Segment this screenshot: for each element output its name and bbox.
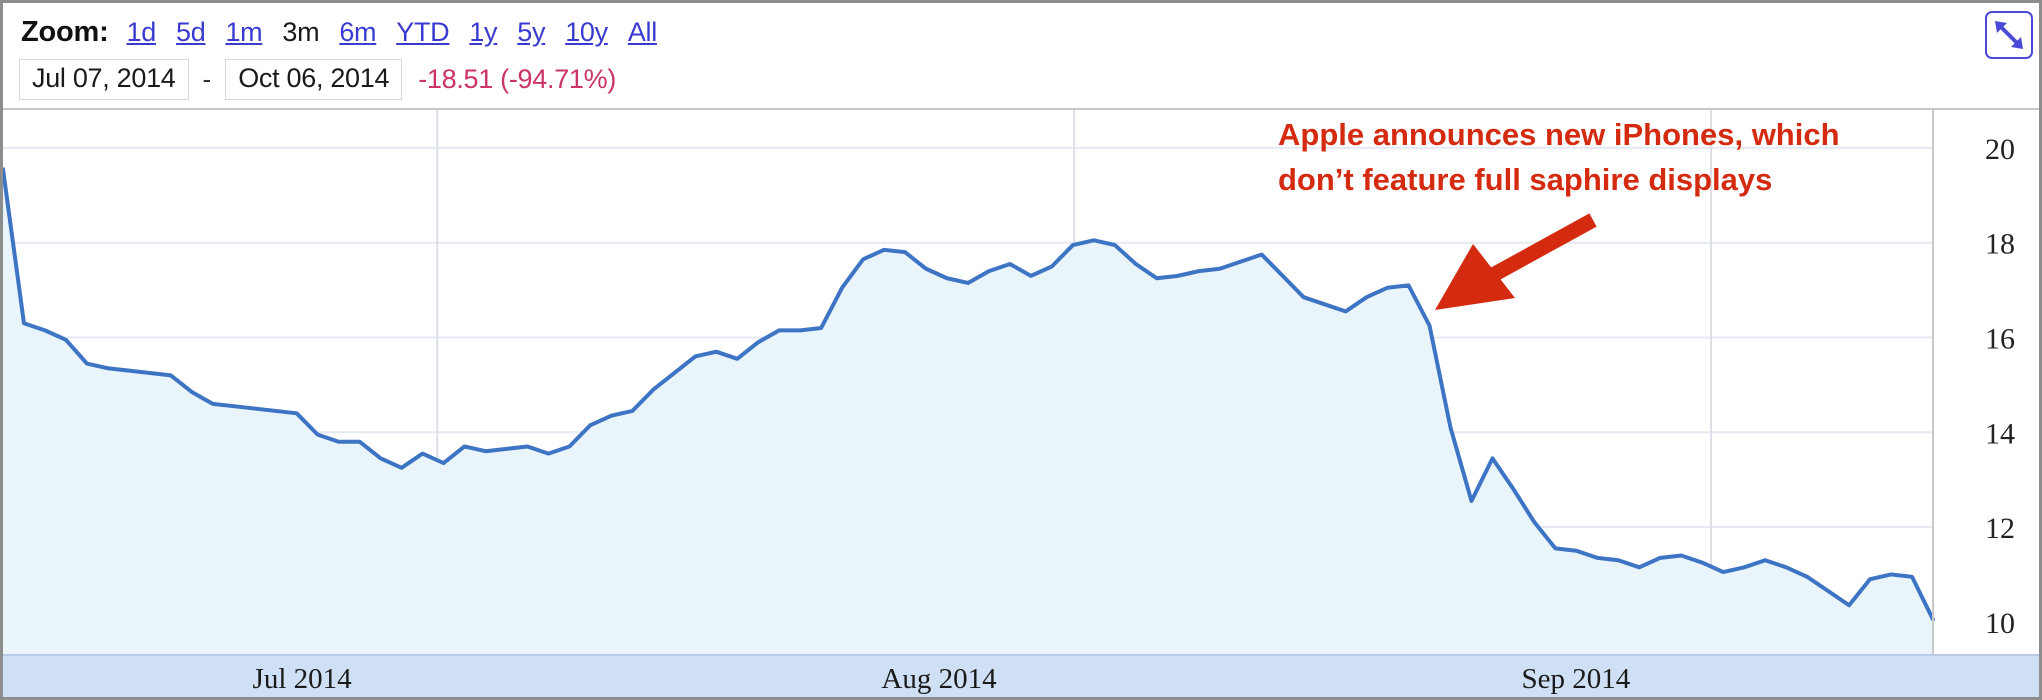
y-axis-tick-18: 18 xyxy=(1985,228,2015,261)
date-range-row: Jul 07, 2014 - Oct 06, 2014 -18.51 (-94.… xyxy=(19,59,616,100)
expand-chart-button[interactable] xyxy=(1985,11,2033,59)
zoom-range-5y[interactable]: 5y xyxy=(517,17,546,47)
x-axis-label-sep: Sep 2014 xyxy=(1522,663,1631,695)
y-axis-tick-12: 12 xyxy=(1985,512,2015,545)
zoom-range-6m[interactable]: 6m xyxy=(339,17,377,47)
zoom-range-3m[interactable]: 3m xyxy=(282,17,320,47)
price-area-fill xyxy=(3,169,1933,656)
zoom-range-1d[interactable]: 1d xyxy=(126,17,157,47)
y-axis-tick-20: 20 xyxy=(1985,133,2015,166)
x-axis-label-aug: Aug 2014 xyxy=(881,663,997,695)
arrow-pointing-down-left-icon xyxy=(1435,213,1597,310)
price-change-value: -18.51 (-94.71%) xyxy=(418,64,617,94)
annotation-line-1: Apple announces new iPhones, which xyxy=(1278,117,1840,152)
event-annotation: Apple announces new iPhones, which don’t… xyxy=(1278,117,1840,310)
date-range-separator: - xyxy=(202,64,212,94)
x-axis-label-jul: Jul 2014 xyxy=(253,663,353,695)
x-axis-band xyxy=(3,655,2039,697)
y-axis-labels: 20 18 16 14 12 10 xyxy=(1985,133,2015,640)
end-date-input[interactable]: Oct 06, 2014 xyxy=(225,59,403,100)
start-date-input[interactable]: Jul 07, 2014 xyxy=(19,59,189,100)
zoom-range-1m[interactable]: 1m xyxy=(225,17,263,47)
zoom-range-selector: Zoom: 1d 5d 1m 3m 6m YTD 1y 5y 10y All xyxy=(21,16,677,49)
y-axis-tick-14: 14 xyxy=(1985,417,2015,450)
y-axis-tick-10: 10 xyxy=(1985,607,2015,640)
zoom-range-10y[interactable]: 10y xyxy=(565,17,608,47)
expand-diagonal-icon xyxy=(1987,13,2031,57)
annotation-line-2: don’t feature full saphire displays xyxy=(1278,162,1772,197)
price-line xyxy=(3,167,1935,622)
zoom-range-5d[interactable]: 5d xyxy=(176,17,206,47)
zoom-range-all[interactable]: All xyxy=(627,17,657,47)
zoom-range-ytd[interactable]: YTD xyxy=(396,17,450,47)
chart-toolbar: Zoom: 1d 5d 1m 3m 6m YTD 1y 5y 10y All J… xyxy=(3,3,2039,110)
zoom-range-1y[interactable]: 1y xyxy=(469,17,498,47)
zoom-label: Zoom: xyxy=(21,16,109,48)
chart-canvas[interactable]: 20 18 16 14 12 10 Jul 2014 Aug 2014 Sep 2014 … xyxy=(3,110,2039,697)
y-axis-tick-16: 16 xyxy=(1985,322,2015,355)
